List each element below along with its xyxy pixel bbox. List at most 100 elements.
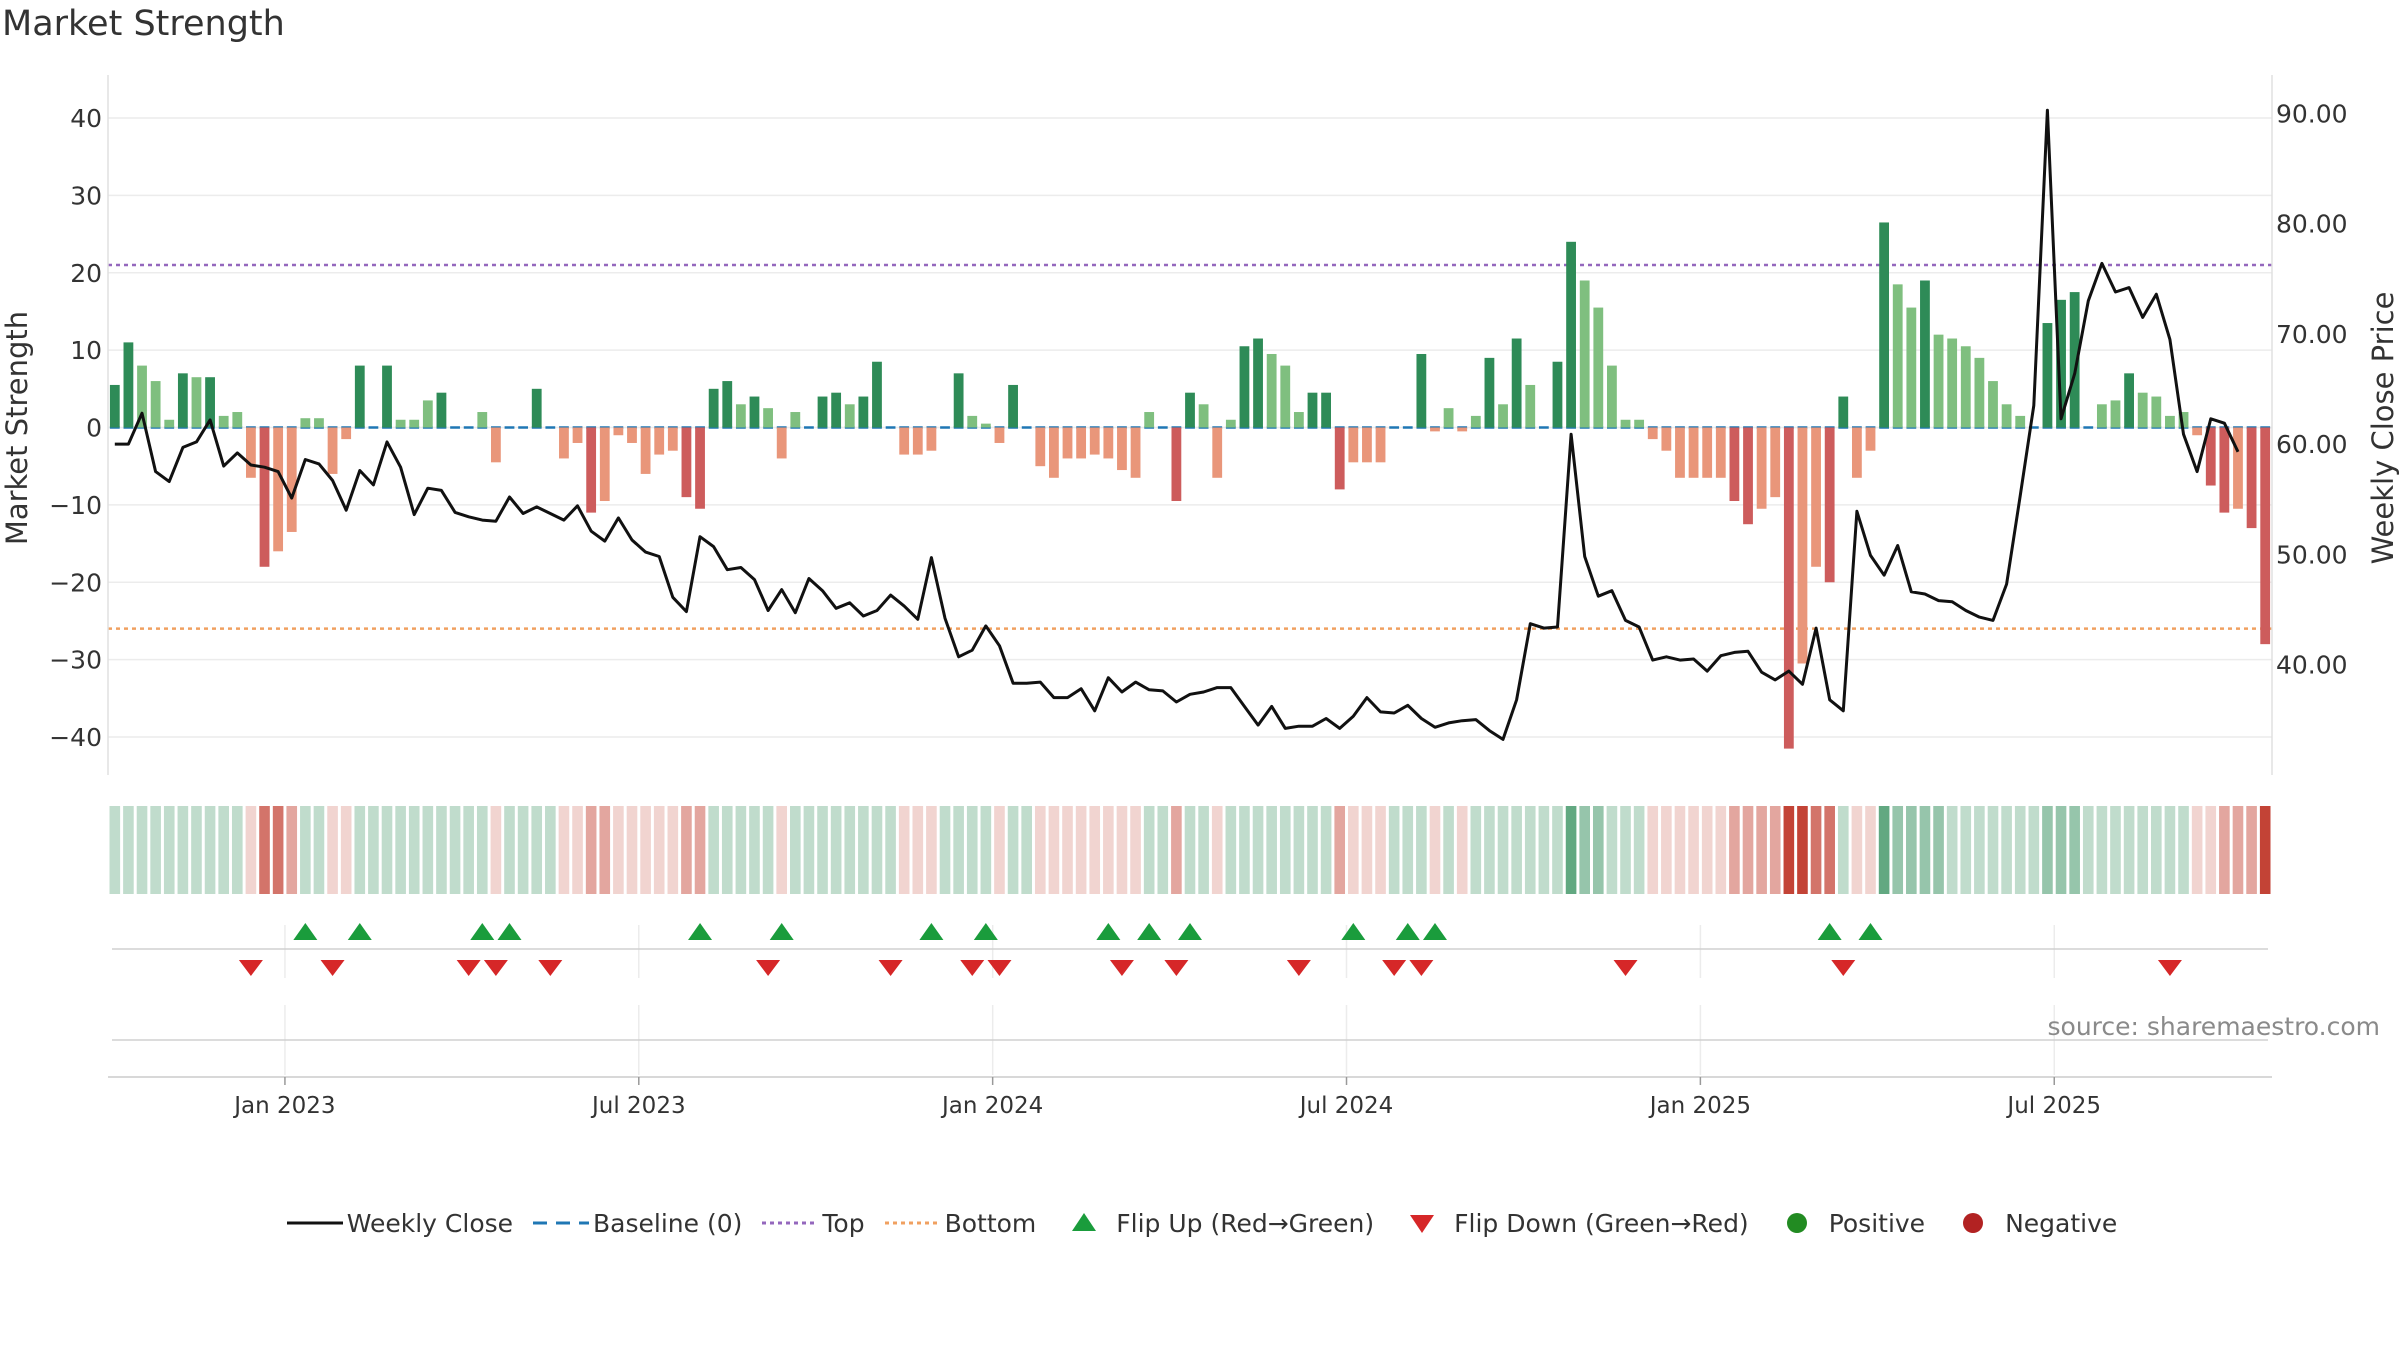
strength-bar: [953, 373, 964, 428]
y-tick-right: 70.00: [2276, 320, 2348, 349]
strip-cell: [300, 806, 311, 894]
strength-bar: [2124, 373, 2134, 428]
flip-up-marker: [470, 923, 495, 940]
strength-bar: [695, 427, 705, 509]
strip-cell: [1974, 806, 1985, 894]
strip-cell: [476, 806, 488, 894]
legend-label: Bottom: [944, 1208, 1037, 1238]
strip-cell: [395, 806, 406, 894]
strength-bar: [341, 427, 352, 440]
strength-bar: [735, 404, 746, 428]
flip-up-marker: [919, 923, 944, 940]
strength-bar: [1988, 381, 1998, 428]
strip-cell: [2246, 806, 2257, 894]
strength-bar: [627, 427, 637, 443]
y-tick-left: 30: [70, 181, 102, 210]
strip-cell: [1402, 806, 1414, 894]
flip-down-marker: [538, 960, 563, 976]
strip-cell: [1089, 806, 1101, 894]
strip-cell: [1824, 806, 1835, 894]
flip-up-marker: [497, 923, 522, 940]
strip-cell: [912, 806, 924, 894]
weekly-close-line-layer: [114, 108, 2240, 741]
strip-cell: [1647, 806, 1659, 894]
strength-bar: [259, 427, 270, 567]
strip-cell: [286, 806, 298, 894]
strip-cell: [2042, 806, 2053, 894]
strip-cell: [1062, 806, 1073, 894]
strength-bar: [286, 427, 297, 532]
x-tick-label: Jan 2023: [232, 1093, 335, 1119]
strength-bar: [1620, 419, 1631, 428]
legend-label: Weekly Close: [346, 1208, 514, 1238]
strength-bar: [1048, 427, 1059, 478]
flip-down-marker: [987, 960, 1012, 976]
flip-down-marker: [456, 960, 481, 976]
strip-cell: [1334, 806, 1346, 894]
line-swatch-icon: [286, 1221, 343, 1225]
legend-item-bottom: Bottom: [881, 1205, 1037, 1241]
strength-bar: [2178, 412, 2189, 428]
strength-bar: [763, 408, 773, 428]
strength-bar: [749, 396, 760, 428]
flip-up-marker: [1341, 923, 1366, 940]
strength-bar: [1089, 427, 1100, 455]
strip-cell: [1960, 806, 1972, 894]
flip-up-marker: [1858, 923, 1883, 940]
strip-cell: [1361, 806, 1373, 894]
strength-bar: [1797, 427, 1808, 664]
strength-bar: [1702, 427, 1713, 478]
strength-bar: [1838, 396, 1849, 428]
strength-bar: [1103, 427, 1114, 459]
flip-down-marker: [1164, 960, 1189, 976]
y-tick-left: −40: [49, 723, 102, 752]
legend-label: Flip Down (Green→Red): [1454, 1208, 1749, 1238]
strength-bar: [1307, 392, 1318, 428]
flip-down-marker: [1286, 960, 1311, 976]
strip-cell: [1497, 806, 1509, 894]
strip-cell: [163, 806, 175, 894]
strength-bar: [490, 427, 501, 463]
strength-bar: [205, 377, 215, 428]
strip-cell: [1810, 806, 1822, 894]
strip-cell: [1266, 806, 1277, 894]
strip-cell: [1416, 806, 1427, 894]
strength-bar: [1239, 346, 1250, 428]
strip-cell: [1729, 806, 1740, 894]
y-tick-left: 0: [86, 414, 102, 443]
flip-up-marker: [973, 923, 998, 940]
source-credit: source: sharemaestro.com: [2047, 1012, 2381, 1041]
grid: [108, 117, 2272, 1075]
flip-up-marker: [688, 923, 713, 940]
strip-cell: [953, 806, 964, 894]
strength-bar: [708, 388, 719, 428]
strip-cell: [1103, 806, 1114, 894]
strip-cell: [1252, 806, 1264, 894]
strength-bar: [477, 412, 488, 428]
flip-markers: [238, 923, 2182, 976]
strip-cell: [817, 806, 828, 894]
strip-cell: [1443, 806, 1454, 894]
strip-cell: [1552, 806, 1563, 894]
strip-cell: [327, 806, 338, 894]
strip-cell: [1919, 806, 1931, 894]
green-dot-icon: [1786, 1213, 1807, 1233]
dashed-line-swatch-icon: [533, 1221, 590, 1225]
flip-down-marker: [1409, 960, 1434, 976]
strip-cell: [2151, 806, 2162, 894]
strength-bar: [1715, 427, 1726, 478]
legend-item-positive: Positive: [1765, 1205, 1925, 1241]
strength-bar: [2219, 427, 2230, 513]
strength-bar: [1947, 338, 1958, 428]
strip-cell: [694, 806, 706, 894]
strength-bar: [980, 423, 991, 428]
legend-label: Positive: [1828, 1208, 1926, 1238]
strength-bar: [1933, 334, 1944, 428]
strip-cell: [1048, 806, 1060, 894]
dotted-line-swatch-icon: [762, 1221, 819, 1225]
strength-bar: [831, 392, 842, 428]
strength-bar: [1525, 384, 1536, 428]
flip-up-marker: [1137, 923, 1162, 940]
strip-cell: [1946, 806, 1958, 894]
dotted-line-swatch-icon: [884, 1221, 941, 1225]
